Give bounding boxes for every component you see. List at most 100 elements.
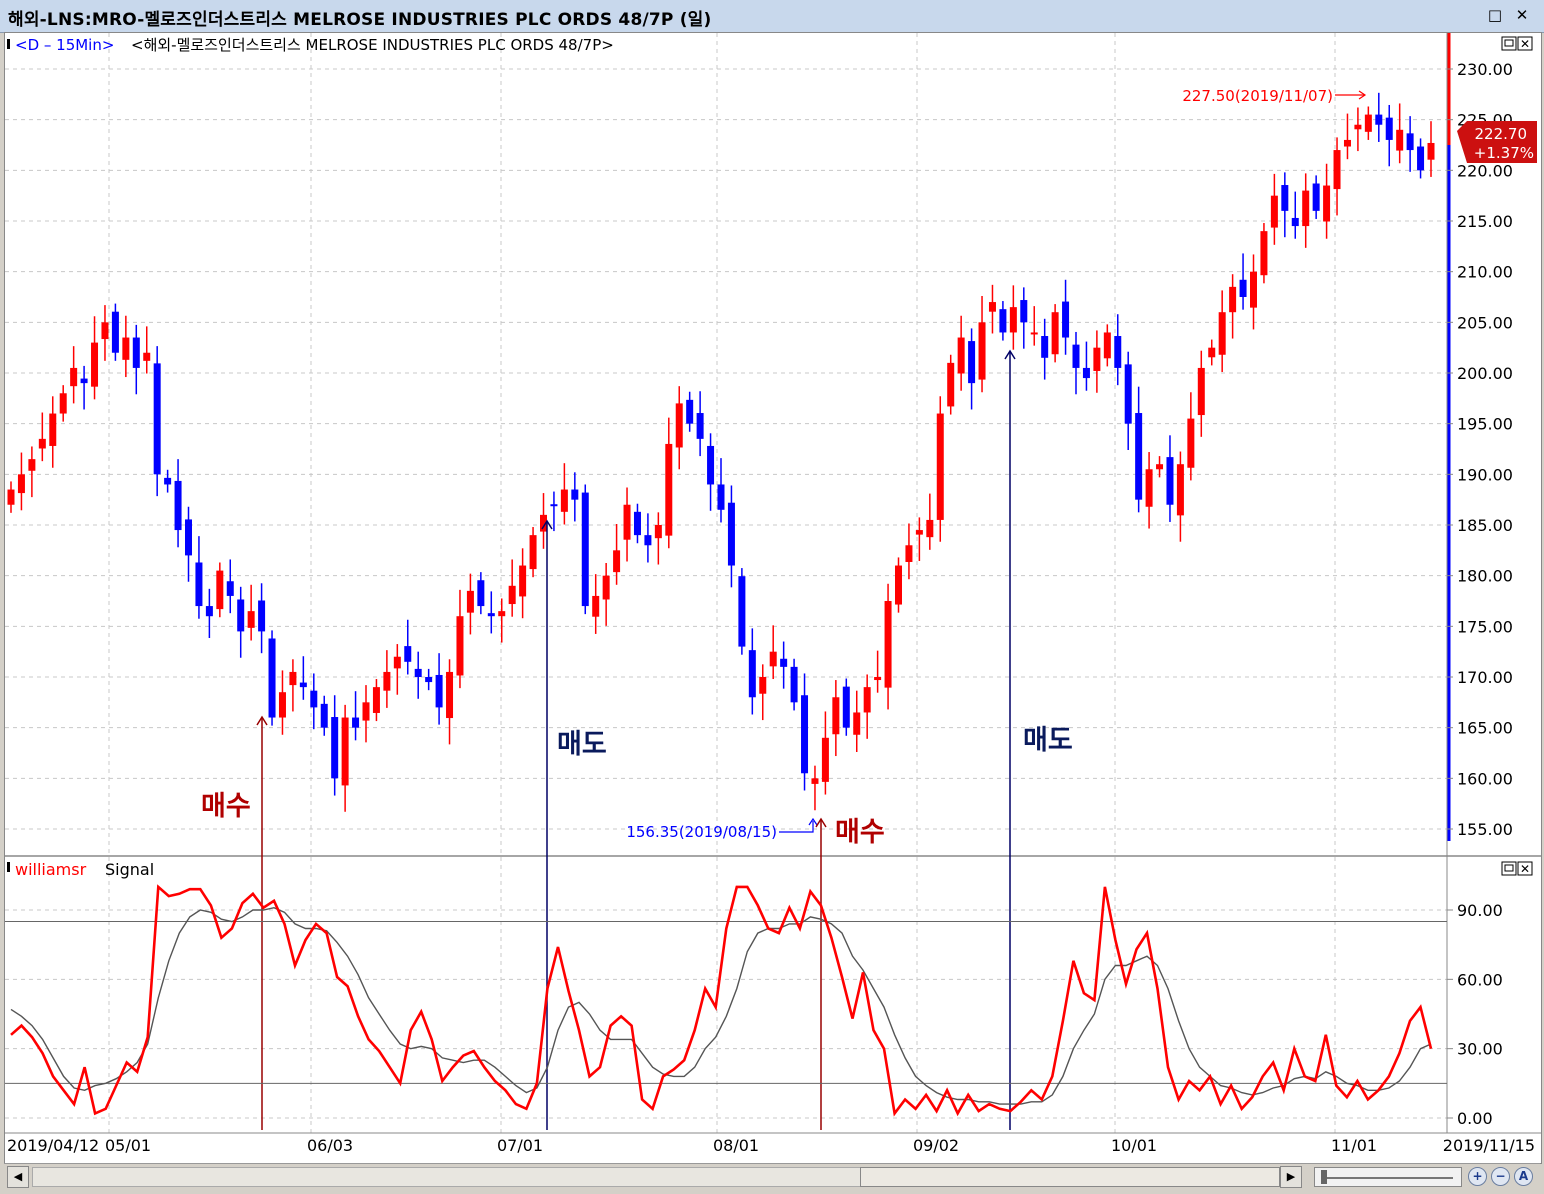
buy-label-2: 매수 [835, 817, 885, 848]
price-y-axis: 230.00225.00220.00215.00210.00205.00200.… [1447, 60, 1513, 839]
candle-body [310, 690, 318, 708]
candle-body [341, 717, 349, 786]
candle-body [801, 695, 809, 774]
price-tick-label: 185.00 [1457, 516, 1513, 535]
x-axis-label: 05/01 [105, 1136, 151, 1155]
period-label[interactable]: <D – 15Min> [15, 36, 114, 54]
current-price-box: 222.70 +1.37% [1457, 121, 1537, 163]
candle-body [7, 489, 15, 505]
zoom-out-button[interactable]: − [1491, 1167, 1510, 1186]
candle-body [811, 778, 819, 784]
candle-body [28, 459, 36, 471]
candle-body [874, 677, 882, 681]
buy-label-1: 매수 [201, 791, 251, 822]
candle-body [999, 309, 1007, 333]
window-titlebar: 해외-LNS:MRO-멜로즈인더스트리스 MELROSE INDUSTRIES … [0, 0, 1544, 33]
candle-body [289, 671, 297, 686]
scroll-left-button[interactable]: ◀ [7, 1166, 29, 1188]
indicator-tick-label: 30.00 [1457, 1040, 1503, 1059]
candle-body [38, 438, 46, 449]
candle-body [101, 322, 109, 340]
candle-body [654, 525, 662, 539]
panel-close-icon[interactable]: ✕ [1517, 36, 1533, 51]
close-icon[interactable]: ✕ [1515, 6, 1529, 24]
candle-body [1030, 332, 1038, 335]
x-axis-label: 11/01 [1331, 1136, 1377, 1155]
candle-body [393, 656, 401, 669]
candle-body [550, 504, 558, 507]
horizontal-scrollbar[interactable]: ◀ ▶ + − A [4, 1163, 1540, 1191]
candle-body [717, 484, 725, 510]
candle-body [299, 682, 307, 688]
panel-marker-icon [7, 39, 10, 49]
indicator-tick-label: 60.00 [1457, 970, 1503, 989]
candle-body [790, 666, 798, 703]
maximize-icon[interactable]: □ [1487, 6, 1503, 24]
candle-body [884, 601, 892, 688]
candle-body [780, 658, 788, 667]
sell-arrow-icon [1004, 349, 1016, 360]
candle-body [707, 445, 715, 485]
chart-svg[interactable]: <D – 15Min> <해외-멜로즈인더스트리스 MELROSE INDUST… [5, 33, 1541, 1163]
candle-body [237, 599, 245, 632]
candle-body [1333, 150, 1341, 190]
candle-body [1417, 146, 1425, 171]
scroll-right-button[interactable]: ▶ [1280, 1166, 1302, 1188]
scroll-thumb[interactable] [860, 1167, 1280, 1187]
candle-body [404, 646, 412, 662]
x-axis-label: 2019/04/12 [7, 1136, 99, 1155]
candle-body [1114, 336, 1122, 368]
candle-body [821, 737, 829, 782]
candle-body [978, 322, 986, 380]
candle-body [1354, 124, 1362, 130]
price-tick-label: 210.00 [1457, 263, 1513, 282]
candle-body [1281, 185, 1289, 211]
price-tick-label: 175.00 [1457, 617, 1513, 636]
candle-body [571, 489, 579, 500]
candle-body [498, 611, 506, 617]
candle-body [1009, 307, 1017, 333]
indicator-close-icon[interactable]: ✕ [1517, 861, 1533, 876]
reset-button[interactable]: A [1514, 1167, 1533, 1186]
panel-marker-icon [7, 862, 10, 872]
zoom-slider-handle[interactable] [1321, 1170, 1327, 1184]
candle-body [1364, 114, 1372, 132]
candle-body [1427, 142, 1435, 160]
indicator-restore-icon[interactable] [1501, 861, 1517, 876]
zoom-in-button[interactable]: + [1468, 1167, 1487, 1186]
candle-body [331, 717, 339, 779]
candle-body [1323, 185, 1331, 222]
candle-body [863, 687, 871, 713]
chart-area[interactable]: <D – 15Min> <해외-멜로즈인더스트리스 MELROSE INDUST… [4, 32, 1542, 1164]
candle-body [111, 311, 119, 353]
candle-body [185, 519, 192, 556]
signal-line [10, 906, 1432, 1105]
price-tick-label: 160.00 [1457, 769, 1513, 788]
candle-body [968, 341, 976, 384]
candle-body [1302, 190, 1310, 227]
svg-text:✕: ✕ [1520, 862, 1530, 876]
candle-body [613, 550, 621, 573]
candle-body [895, 565, 902, 605]
candle-body [1020, 300, 1028, 323]
candle-body [1270, 195, 1278, 228]
candle-body [769, 651, 777, 667]
candle-body [1385, 117, 1393, 140]
zoom-slider-track [1323, 1177, 1453, 1179]
price-tick-label: 220.00 [1457, 161, 1513, 180]
candle-body [425, 677, 433, 683]
price-tick-label: 155.00 [1457, 820, 1513, 839]
candle-body [842, 686, 850, 728]
candle-body [487, 613, 495, 617]
candle-body [1072, 344, 1080, 368]
sell-arrow-icon [541, 519, 553, 530]
indicator-tick-label: 0.00 [1457, 1109, 1493, 1128]
candle-body [446, 671, 454, 719]
candle-body [1082, 367, 1090, 379]
candle-body [696, 413, 704, 439]
candlestick-series [7, 92, 1435, 812]
zoom-slider[interactable] [1314, 1167, 1462, 1187]
x-axis-label: 2019/11/15 [1443, 1136, 1535, 1155]
panel-restore-icon[interactable] [1501, 36, 1517, 51]
signal-annotations: 매수 매도 매수 매도 [201, 349, 1073, 1130]
